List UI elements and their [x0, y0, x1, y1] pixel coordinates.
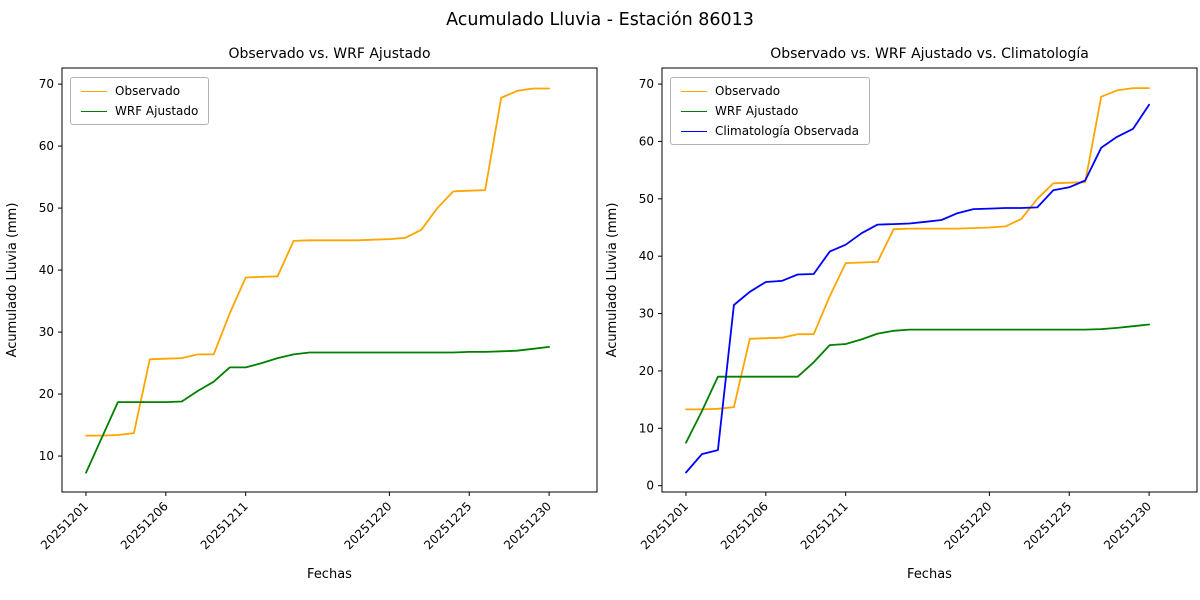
- y-tick-label: 50: [639, 192, 654, 206]
- y-tick-label: 30: [39, 325, 54, 339]
- y-tick-label: 70: [39, 77, 54, 91]
- subplot-right: 0 10 20 30 40 50 60 70 20251201 20251206 20251211 2…: [600, 40, 1200, 600]
- x-tick-label: 20251211: [198, 499, 251, 552]
- x-tick-label: 20251220: [341, 499, 394, 552]
- left-subplot-title: Observado vs. WRF Ajustado: [228, 46, 431, 62]
- legend-label: Observado: [715, 84, 781, 98]
- legend-swatch: [681, 110, 707, 112]
- y-tick-label: 70: [639, 77, 654, 91]
- y-tick-label: 10: [39, 449, 54, 463]
- x-axis-label: Fechas: [907, 567, 952, 582]
- y-tick-label: 60: [39, 139, 54, 153]
- x-tick-label: 20251225: [1021, 499, 1074, 552]
- y-tick-label: 30: [639, 307, 654, 321]
- y-tick-label: 20: [639, 364, 654, 378]
- legend-label: WRF Ajustado: [115, 104, 199, 118]
- y-axis-label: Acumulado Lluvia (mm): [605, 203, 620, 358]
- right-legend: Observado WRF Ajustado Climatología Observ…: [670, 77, 870, 145]
- legend-label: WRF Ajustado: [715, 104, 799, 118]
- figure-title: Acumulado Lluvia - Estación 86013: [446, 10, 754, 30]
- x-tick-label: 20251211: [798, 499, 851, 552]
- y-tick-label: 60: [639, 134, 654, 148]
- x-tick-label: 20251225: [421, 499, 474, 552]
- x-axis-label: Fechas: [307, 567, 352, 582]
- x-tick-label: 20251230: [1101, 499, 1154, 552]
- x-tick-label: 20251206: [118, 499, 171, 552]
- series-line-wrf-ajustado: [685, 323, 1150, 444]
- legend-swatch: [681, 90, 707, 92]
- legend-item: WRF Ajustado: [81, 104, 198, 118]
- x-tick-label: 20251220: [941, 499, 994, 552]
- left-legend: Observado WRF Ajustado: [70, 77, 210, 125]
- legend-swatch: [681, 130, 707, 132]
- legend-swatch: [81, 110, 107, 112]
- x-tick-label: 20251206: [718, 499, 771, 552]
- left-plot-canvas: 10 20 30 40 50 60 70 20251201 20251206 20251211 20…: [5, 67, 598, 582]
- legend-item: Observado: [81, 84, 198, 98]
- y-tick-label: 50: [39, 201, 54, 215]
- series-line-wrf-ajustado: [85, 345, 550, 474]
- y-tick-label: 20: [39, 387, 54, 401]
- legend-label: Climatología Observada: [715, 124, 859, 138]
- x-tick-label: 20251201: [38, 499, 91, 552]
- legend-item: Climatología Observada: [681, 124, 859, 138]
- legend-item: WRF Ajustado: [681, 104, 859, 118]
- legend-item: Observado: [681, 84, 859, 98]
- series-line-observado: [85, 87, 550, 437]
- y-tick-label: 40: [39, 263, 54, 277]
- y-tick-label: 40: [639, 249, 654, 263]
- series-line-climatolog-a-observada: [685, 103, 1150, 474]
- y-tick-label: 0: [646, 479, 654, 493]
- subplot-left: 10 20 30 40 50 60 70 20251201 20251206 20251211 20…: [0, 40, 600, 600]
- y-axis-label: Acumulado Lluvia (mm): [5, 203, 20, 358]
- y-tick-label: 10: [639, 421, 654, 435]
- plot-frame: [61, 67, 598, 493]
- series-line-observado: [685, 87, 1150, 411]
- legend-label: Observado: [115, 84, 181, 98]
- right-subplot-title: Observado vs. WRF Ajustado vs. Climatolo…: [770, 46, 1089, 62]
- x-tick-label: 20251201: [638, 499, 691, 552]
- x-tick-label: 20251230: [501, 499, 554, 552]
- legend-swatch: [81, 90, 107, 92]
